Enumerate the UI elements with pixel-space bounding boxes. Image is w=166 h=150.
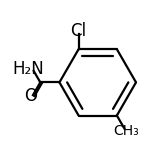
Text: O: O: [24, 87, 37, 105]
Text: Cl: Cl: [71, 22, 87, 40]
Text: CH₃: CH₃: [113, 124, 139, 138]
Text: H₂N: H₂N: [12, 60, 44, 78]
